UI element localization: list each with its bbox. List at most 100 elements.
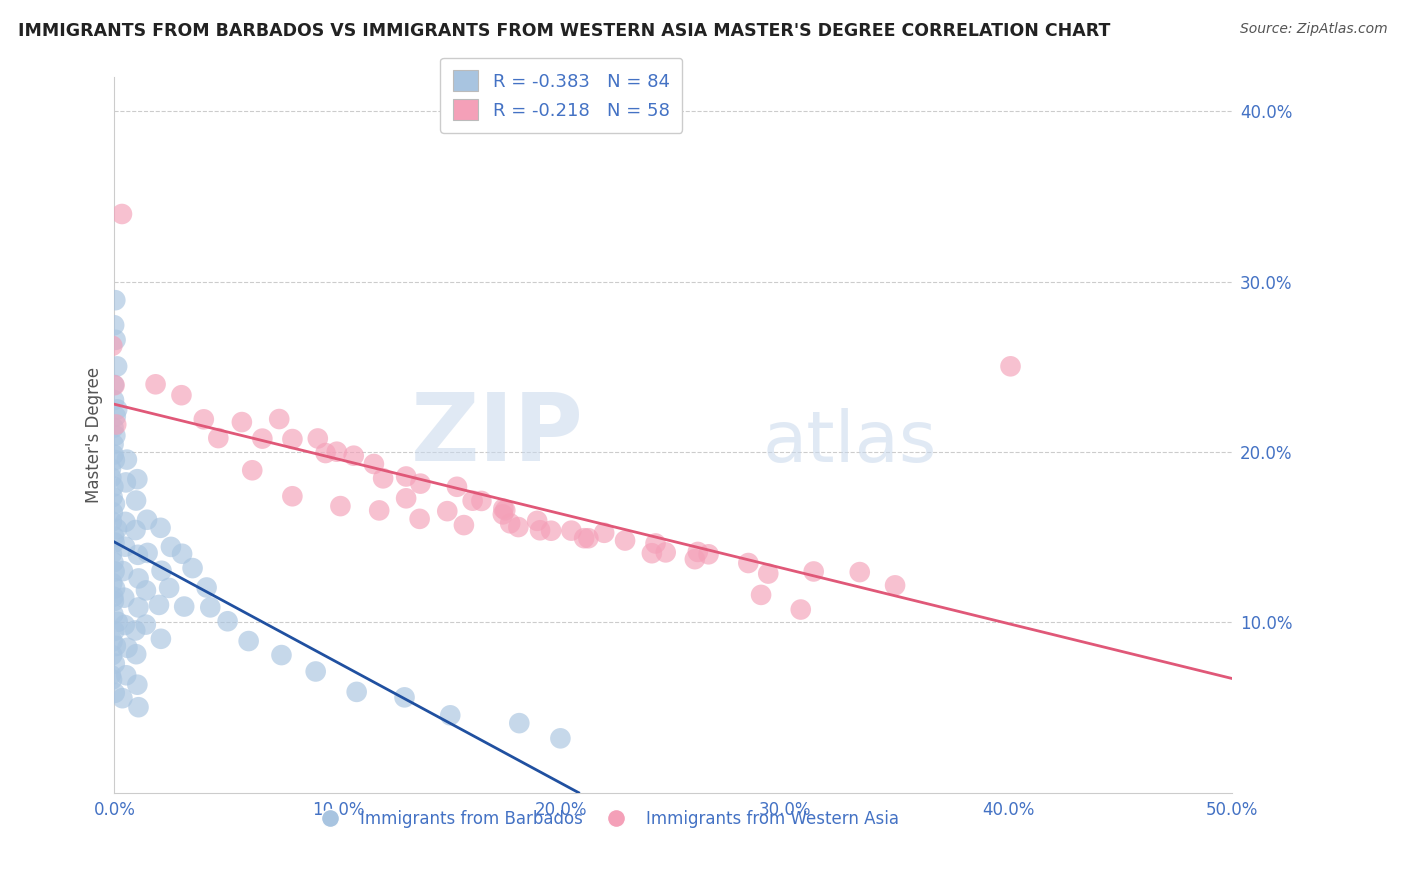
Point bbox=[363, 457, 385, 471]
Point bbox=[368, 503, 391, 517]
Point bbox=[492, 501, 515, 516]
Point bbox=[281, 489, 304, 503]
Point bbox=[790, 602, 813, 616]
Point bbox=[100, 470, 122, 484]
Point bbox=[593, 525, 616, 540]
Point bbox=[252, 432, 274, 446]
Point bbox=[103, 624, 125, 638]
Point bbox=[346, 685, 368, 699]
Point bbox=[848, 565, 870, 579]
Point bbox=[104, 582, 127, 596]
Point bbox=[103, 437, 125, 451]
Point bbox=[103, 421, 125, 435]
Point bbox=[654, 545, 676, 559]
Point bbox=[305, 665, 328, 679]
Point bbox=[103, 590, 125, 604]
Point bbox=[136, 513, 159, 527]
Point bbox=[560, 524, 582, 538]
Point bbox=[394, 690, 416, 705]
Point bbox=[193, 412, 215, 426]
Point bbox=[101, 634, 124, 648]
Point bbox=[104, 333, 127, 347]
Point bbox=[104, 639, 127, 653]
Point bbox=[100, 668, 122, 682]
Point bbox=[492, 508, 515, 522]
Point bbox=[101, 490, 124, 504]
Point bbox=[173, 599, 195, 614]
Point bbox=[135, 617, 157, 632]
Point bbox=[446, 480, 468, 494]
Point bbox=[103, 607, 125, 622]
Point bbox=[111, 564, 134, 578]
Point bbox=[105, 522, 128, 536]
Point bbox=[343, 449, 366, 463]
Point bbox=[499, 516, 522, 531]
Point bbox=[107, 615, 129, 629]
Point bbox=[409, 476, 432, 491]
Point bbox=[103, 479, 125, 493]
Point bbox=[104, 293, 127, 308]
Point bbox=[884, 578, 907, 592]
Point bbox=[115, 452, 138, 467]
Point bbox=[103, 377, 125, 392]
Point bbox=[125, 647, 148, 661]
Point bbox=[114, 618, 136, 632]
Point bbox=[128, 571, 150, 585]
Point bbox=[1000, 359, 1022, 374]
Point bbox=[737, 556, 759, 570]
Point bbox=[104, 453, 127, 467]
Point bbox=[103, 378, 125, 392]
Point bbox=[104, 657, 127, 671]
Point bbox=[101, 547, 124, 561]
Point bbox=[200, 600, 222, 615]
Point bbox=[217, 614, 239, 628]
Point bbox=[103, 448, 125, 462]
Point bbox=[103, 535, 125, 549]
Point bbox=[117, 640, 139, 655]
Point bbox=[756, 566, 779, 581]
Point bbox=[105, 359, 128, 374]
Point bbox=[686, 545, 709, 559]
Text: atlas: atlas bbox=[762, 408, 936, 476]
Point bbox=[149, 632, 172, 646]
Point bbox=[683, 552, 706, 566]
Point bbox=[128, 700, 150, 714]
Point bbox=[576, 531, 599, 545]
Point bbox=[101, 648, 124, 662]
Point bbox=[269, 412, 291, 426]
Point bbox=[103, 393, 125, 408]
Point bbox=[111, 691, 134, 706]
Point bbox=[104, 409, 127, 424]
Point bbox=[105, 402, 128, 417]
Point bbox=[157, 581, 180, 595]
Point bbox=[395, 491, 418, 506]
Point bbox=[526, 514, 548, 528]
Point bbox=[439, 708, 461, 723]
Point bbox=[749, 588, 772, 602]
Y-axis label: Master's Degree: Master's Degree bbox=[86, 367, 103, 503]
Point bbox=[231, 415, 253, 429]
Point bbox=[307, 432, 329, 446]
Point bbox=[127, 548, 149, 562]
Point bbox=[103, 594, 125, 608]
Point bbox=[508, 716, 530, 731]
Point bbox=[105, 417, 128, 432]
Point bbox=[125, 493, 148, 508]
Point bbox=[149, 521, 172, 535]
Point bbox=[135, 583, 157, 598]
Point bbox=[494, 503, 516, 517]
Point bbox=[614, 533, 637, 548]
Point bbox=[436, 504, 458, 518]
Point bbox=[697, 547, 720, 561]
Legend: Immigrants from Barbados, Immigrants from Western Asia: Immigrants from Barbados, Immigrants fro… bbox=[307, 803, 905, 834]
Point bbox=[115, 668, 138, 682]
Point bbox=[181, 561, 204, 575]
Point bbox=[104, 686, 127, 700]
Point bbox=[101, 515, 124, 529]
Point bbox=[207, 431, 229, 445]
Point bbox=[803, 565, 825, 579]
Point bbox=[329, 499, 352, 513]
Point bbox=[145, 377, 167, 392]
Point bbox=[112, 591, 135, 605]
Point bbox=[281, 432, 304, 446]
